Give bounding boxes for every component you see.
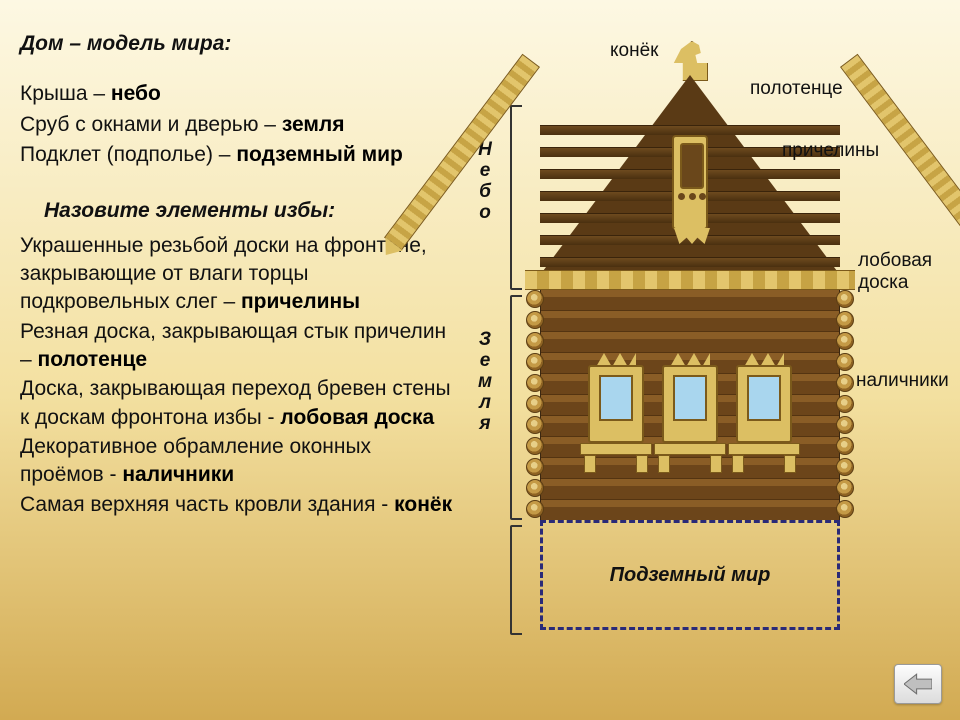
- window-2: [662, 365, 718, 461]
- log-end: [526, 374, 544, 392]
- cellar-label: Подклет (подполье) –: [20, 143, 236, 166]
- log-ends-right: [836, 290, 854, 520]
- house-diagram: Небо Земля: [460, 10, 960, 690]
- log-end: [526, 437, 544, 455]
- para-3: Доска, закрывающая переход бревен стены …: [20, 375, 460, 432]
- underground-label: Подземный мир: [610, 563, 771, 587]
- cellar-line: Подклет (подполье) – подземный мир: [20, 141, 460, 169]
- log-end: [836, 437, 854, 455]
- para-2-answer: полотенце: [38, 348, 148, 371]
- log-end: [836, 290, 854, 308]
- log-end: [836, 353, 854, 371]
- brace-underground: [510, 525, 512, 635]
- para-5: Самая верхняя часть кровли здания - конё…: [20, 491, 460, 519]
- para-5-text: Самая верхняя часть кровли здания -: [20, 493, 394, 516]
- para-2: Резная доска, закрывающая стык причелин …: [20, 318, 460, 375]
- left-text-block: Дом – модель мира: Крыша – небо Сруб с о…: [20, 30, 460, 520]
- cellar-answer: подземный мир: [236, 143, 403, 166]
- lobovaya-element: [525, 270, 855, 290]
- wall-answer: земля: [282, 113, 345, 136]
- brace-sky: [510, 105, 512, 290]
- wall-line: Сруб с окнами и дверью – земля: [20, 111, 460, 139]
- window-3: [736, 365, 792, 461]
- para-4-answer: наличники: [122, 463, 234, 486]
- log-end: [526, 500, 544, 518]
- window-1: [588, 365, 644, 461]
- wall-label: Сруб с окнами и дверью –: [20, 113, 282, 136]
- back-arrow-icon: [904, 672, 932, 696]
- log-end: [836, 416, 854, 434]
- ann-nalichniki: наличники: [856, 370, 949, 392]
- main-title: Дом – модель мира:: [20, 30, 460, 58]
- ann-lobovaya-1: лобовая: [858, 250, 932, 272]
- ann-polotenze: полотенце: [750, 78, 843, 100]
- log-end: [526, 395, 544, 413]
- gable-plank: [540, 257, 840, 267]
- brace-earth: [510, 295, 512, 520]
- polotenze-dots: [678, 193, 706, 200]
- log-end: [526, 332, 544, 350]
- log-end: [526, 290, 544, 308]
- log-end: [526, 416, 544, 434]
- log-end: [836, 374, 854, 392]
- log-end: [836, 500, 854, 518]
- ann-konek: конёк: [610, 40, 658, 62]
- para-3-answer: лобовая доска: [280, 406, 434, 429]
- ann-pricheliny: причелины: [782, 140, 879, 162]
- log-end: [526, 353, 544, 371]
- log-end: [836, 479, 854, 497]
- log-end: [836, 458, 854, 476]
- roof-answer: небо: [111, 82, 161, 105]
- page: Дом – модель мира: Крыша – небо Сруб с о…: [0, 0, 960, 720]
- para-4: Декоративное обрамление оконных проёмов …: [20, 433, 460, 490]
- gable-plank: [540, 125, 840, 135]
- roof-line: Крыша – небо: [20, 80, 460, 108]
- log-end: [526, 458, 544, 476]
- log-end: [836, 311, 854, 329]
- log-ends-left: [526, 290, 544, 520]
- ann-lobovaya-2: доска: [858, 272, 908, 294]
- underground-box: Подземный мир: [540, 520, 840, 630]
- polotenze-element: [672, 135, 708, 230]
- log-end: [836, 332, 854, 350]
- para-1-answer: причелины: [241, 290, 360, 313]
- log-end: [526, 311, 544, 329]
- vertical-label-earth: Земля: [470, 330, 500, 434]
- para-1-text: Украшенные резьбой доски на фронтоне, за…: [20, 234, 427, 314]
- roof-label: Крыша –: [20, 82, 111, 105]
- log-end: [836, 395, 854, 413]
- subtitle: Назовите элементы избы:: [20, 197, 460, 225]
- log-end: [526, 479, 544, 497]
- para-5-answer: конёк: [394, 493, 452, 516]
- back-button[interactable]: [894, 664, 942, 704]
